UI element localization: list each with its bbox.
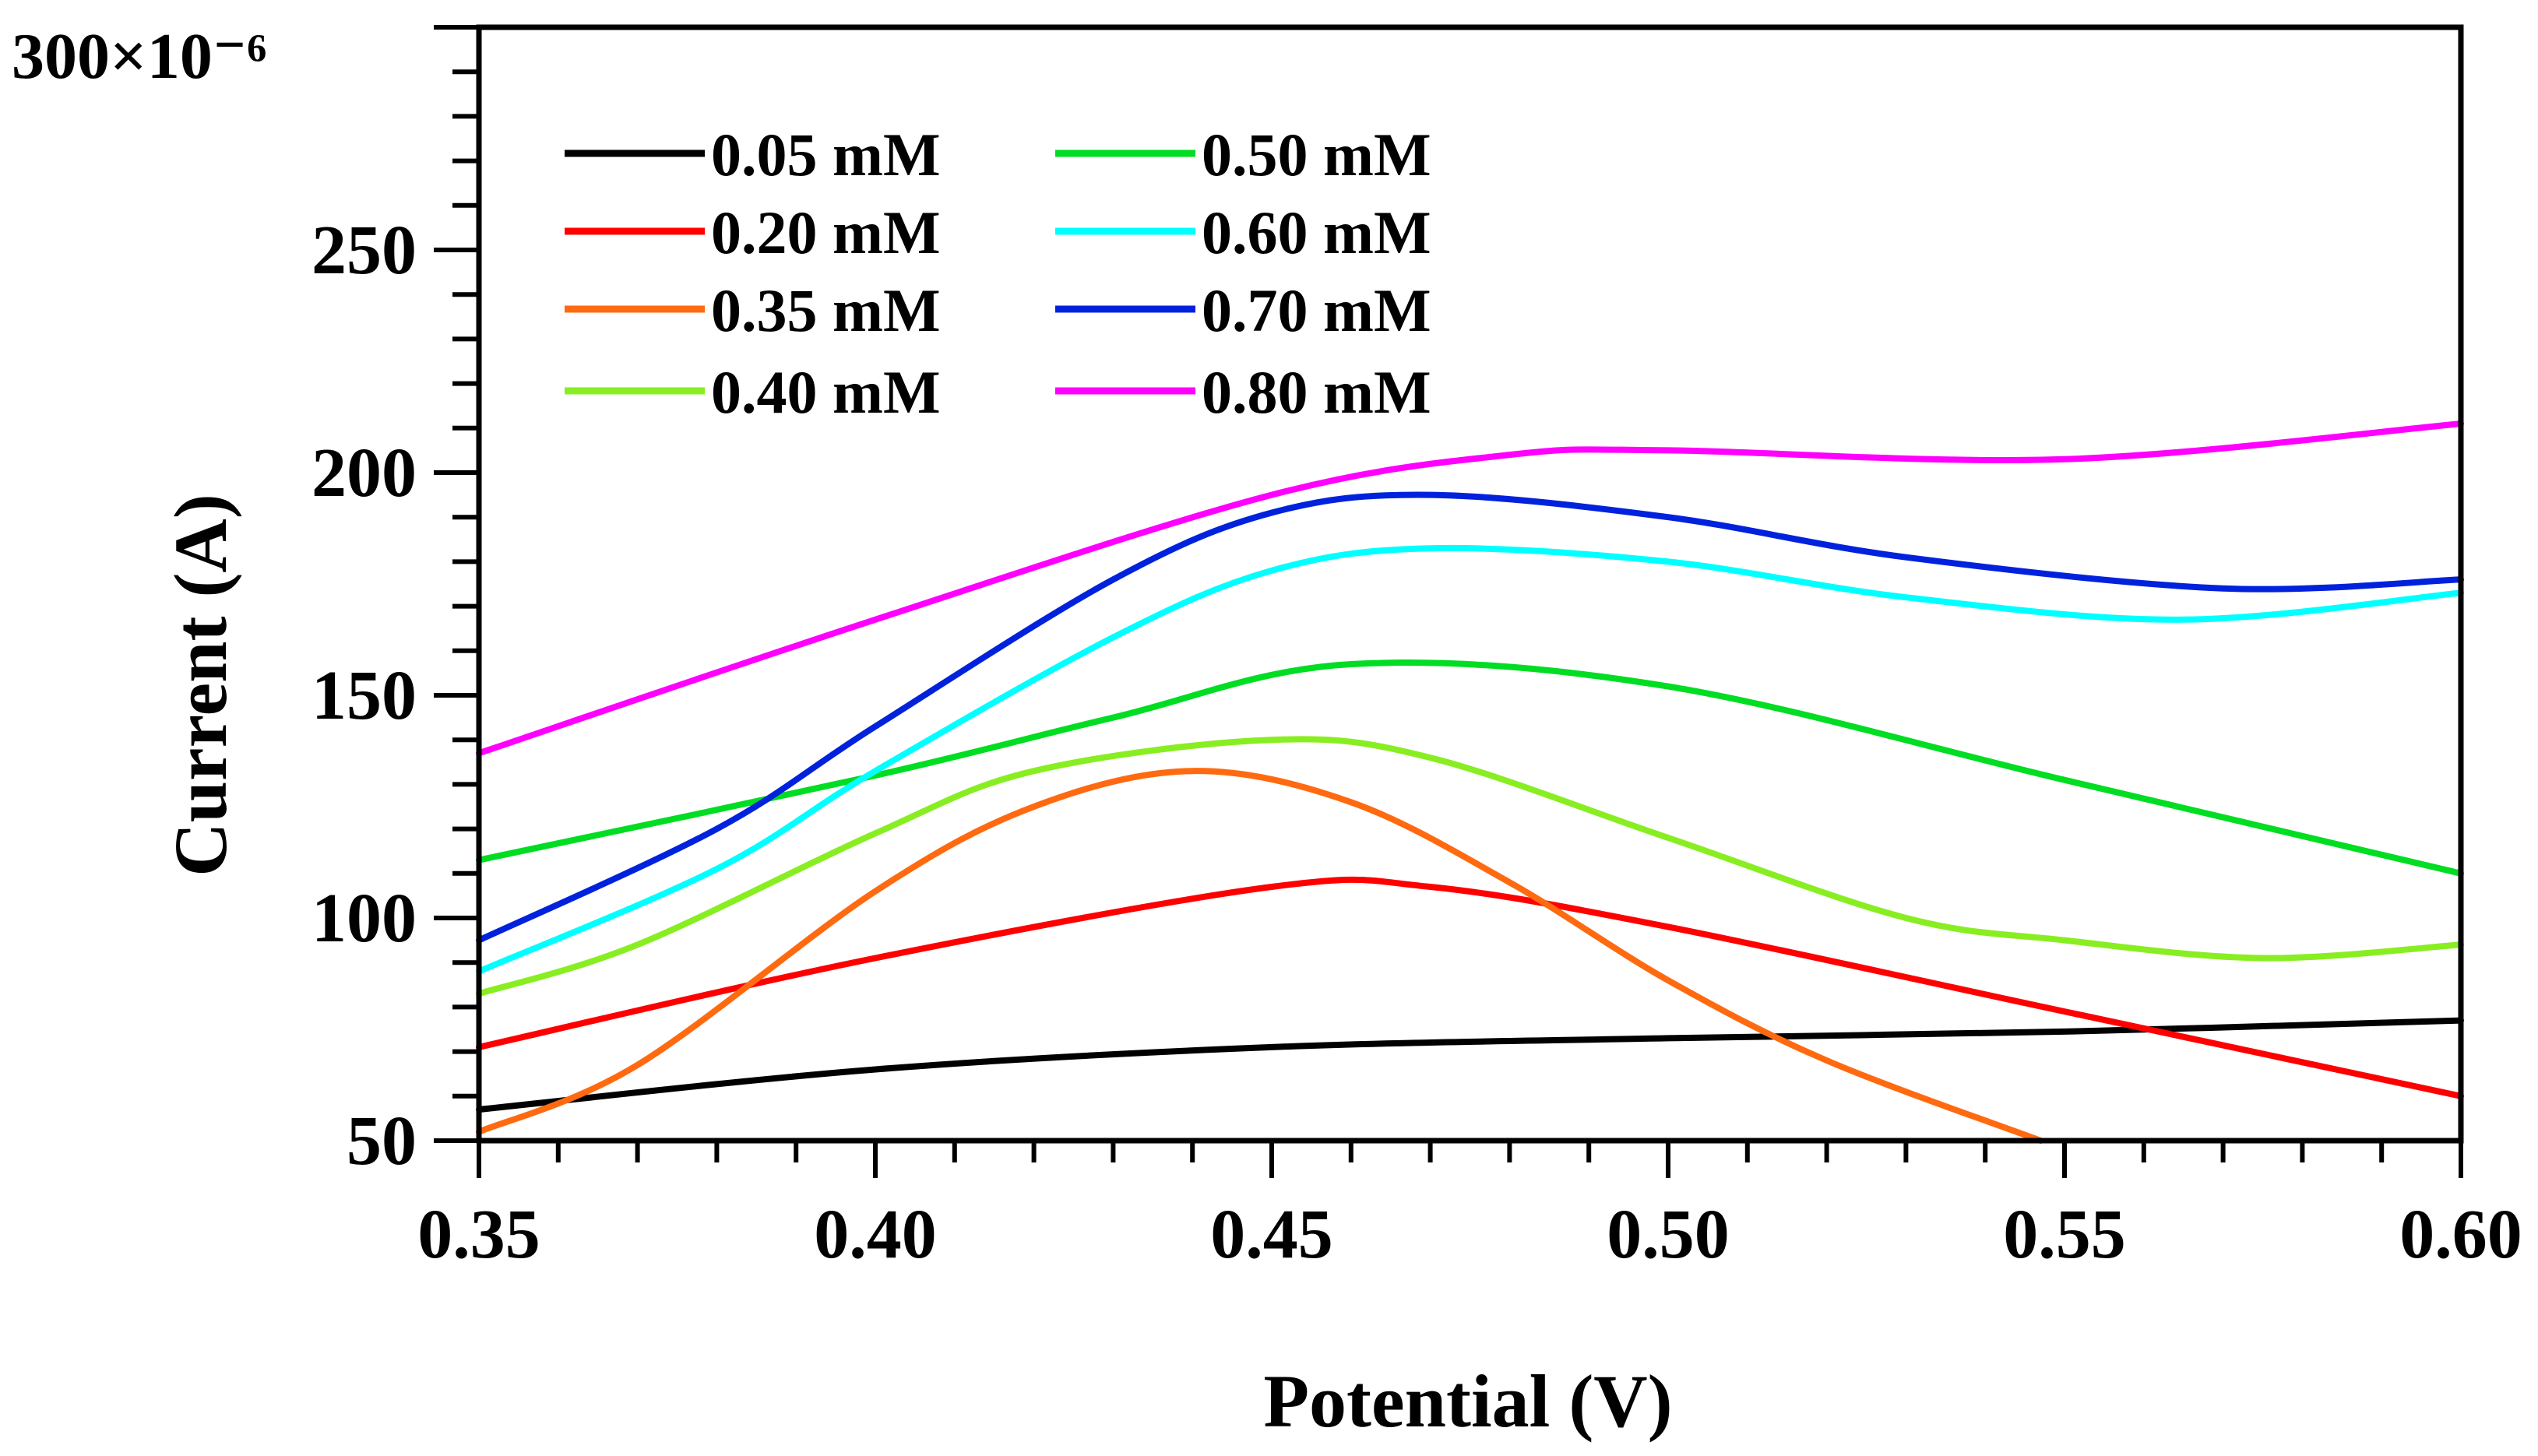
series-line-0-40-mm [476,736,2464,997]
y-tick-label: 50 [347,1103,417,1180]
y-scale-label: 300×10⁻⁶ [12,20,266,93]
series-layer [476,420,2464,1144]
y-axis-tick-labels: 50 100 150 200 250 [312,212,417,1180]
legend-label: 0.35 mM [711,276,941,344]
y-tick-label: 100 [312,880,417,957]
y-tick-label: 150 [312,657,417,734]
x-tick-label: 0.40 [814,1196,937,1273]
y-tick-label: 200 [312,434,417,512]
series-line-0-20-mm [476,876,2464,1099]
legend-label: 0.60 mM [1202,199,1431,266]
legend-label: 0.20 mM [711,199,941,266]
legend: 0.05 mM 0.20 mM 0.35 mM 0.40 mM 0.50 mM 0.60 … [565,121,1431,426]
series-line-0-35-mm [476,768,2044,1144]
series-line-0-70-mm [476,491,2464,944]
y-axis-ticks [434,25,479,1143]
legend-label: 0.50 mM [1202,121,1431,188]
y-tick-label: 250 [312,212,417,289]
x-axis-ticks [477,1141,2463,1178]
legend-label: 0.80 mM [1202,358,1431,426]
series-line-0-80-mm [476,420,2464,757]
legend-label: 0.70 mM [1202,276,1431,344]
y-axis-title: Current (A) [159,494,242,876]
series-line-0-60-mm [476,544,2464,975]
series-line-0-05-mm [476,1017,2464,1113]
plot-frame [476,24,2464,1144]
legend-label: 0.05 mM [711,121,941,188]
x-tick-label: 0.50 [1607,1196,1730,1273]
x-tick-label: 0.45 [1210,1196,1333,1273]
x-tick-label: 0.35 [417,1196,540,1273]
x-tick-label: 0.55 [2003,1196,2126,1273]
legend-label: 0.40 mM [711,358,941,426]
x-tick-label: 0.60 [2399,1196,2522,1273]
x-axis-title: Potential (V) [1263,1359,1672,1443]
x-axis-tick-labels: 0.35 0.40 0.45 0.50 0.55 0.60 [417,1196,2522,1273]
plot-area [476,24,2464,1144]
